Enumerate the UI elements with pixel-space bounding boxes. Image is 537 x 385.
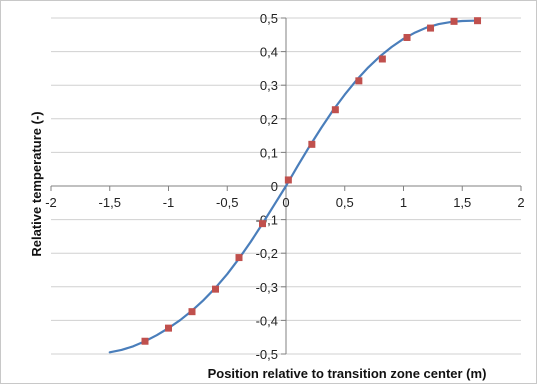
x-tick-label: -1 [163, 195, 175, 210]
data-point-marker [403, 33, 411, 41]
data-point-marker [141, 337, 149, 345]
y-tick-label: -0,5 [256, 347, 278, 362]
data-series [108, 19, 481, 354]
x-tick-label: 1 [400, 195, 407, 210]
data-point-marker [284, 176, 292, 184]
data-point-marker [427, 24, 435, 32]
series-line [108, 19, 481, 354]
x-tick-label: 0,5 [336, 195, 354, 210]
data-point-marker [308, 140, 316, 148]
data-point-marker [188, 308, 196, 316]
data-point-marker [331, 106, 339, 114]
data-point-marker [474, 17, 482, 25]
y-tick-label: 0 [271, 179, 278, 194]
data-markers [141, 17, 482, 345]
tick-labels: -2 -1,5 -1 -0,5 0 0,5 1 1,5 2-0,5-0,4-0,3-0,2-0,… [45, 11, 524, 362]
y-tick-label: 0,2 [260, 112, 278, 127]
data-point-marker [355, 77, 363, 85]
y-tick-label: 0,4 [260, 45, 278, 60]
data-point-marker [212, 285, 219, 293]
y-tick-label: -0,4 [256, 313, 278, 328]
x-tick-label: 2 [517, 195, 524, 210]
x-tick-label: -1,5 [99, 195, 121, 210]
x-tick-label: 0 [282, 195, 289, 210]
x-axis-title: Position relative to transition zone cen… [208, 366, 487, 381]
y-tick-label: 0,1 [260, 145, 278, 160]
x-tick-label: -0,5 [216, 195, 238, 210]
y-tick-label: -0,2 [256, 246, 278, 261]
data-point-marker [378, 55, 386, 63]
data-point-marker [259, 220, 266, 228]
y-tick-label: -0,3 [256, 280, 278, 295]
x-tick-label: 1,5 [453, 195, 471, 210]
y-tick-label: 0,5 [260, 11, 278, 26]
y-tick-label: 0,3 [260, 78, 278, 93]
y-axis-title: Relative temperature (-) [29, 111, 44, 256]
data-point-marker [165, 324, 172, 332]
data-point-marker [235, 254, 243, 262]
x-tick-label: -2 [45, 195, 57, 210]
data-point-marker [450, 17, 458, 25]
